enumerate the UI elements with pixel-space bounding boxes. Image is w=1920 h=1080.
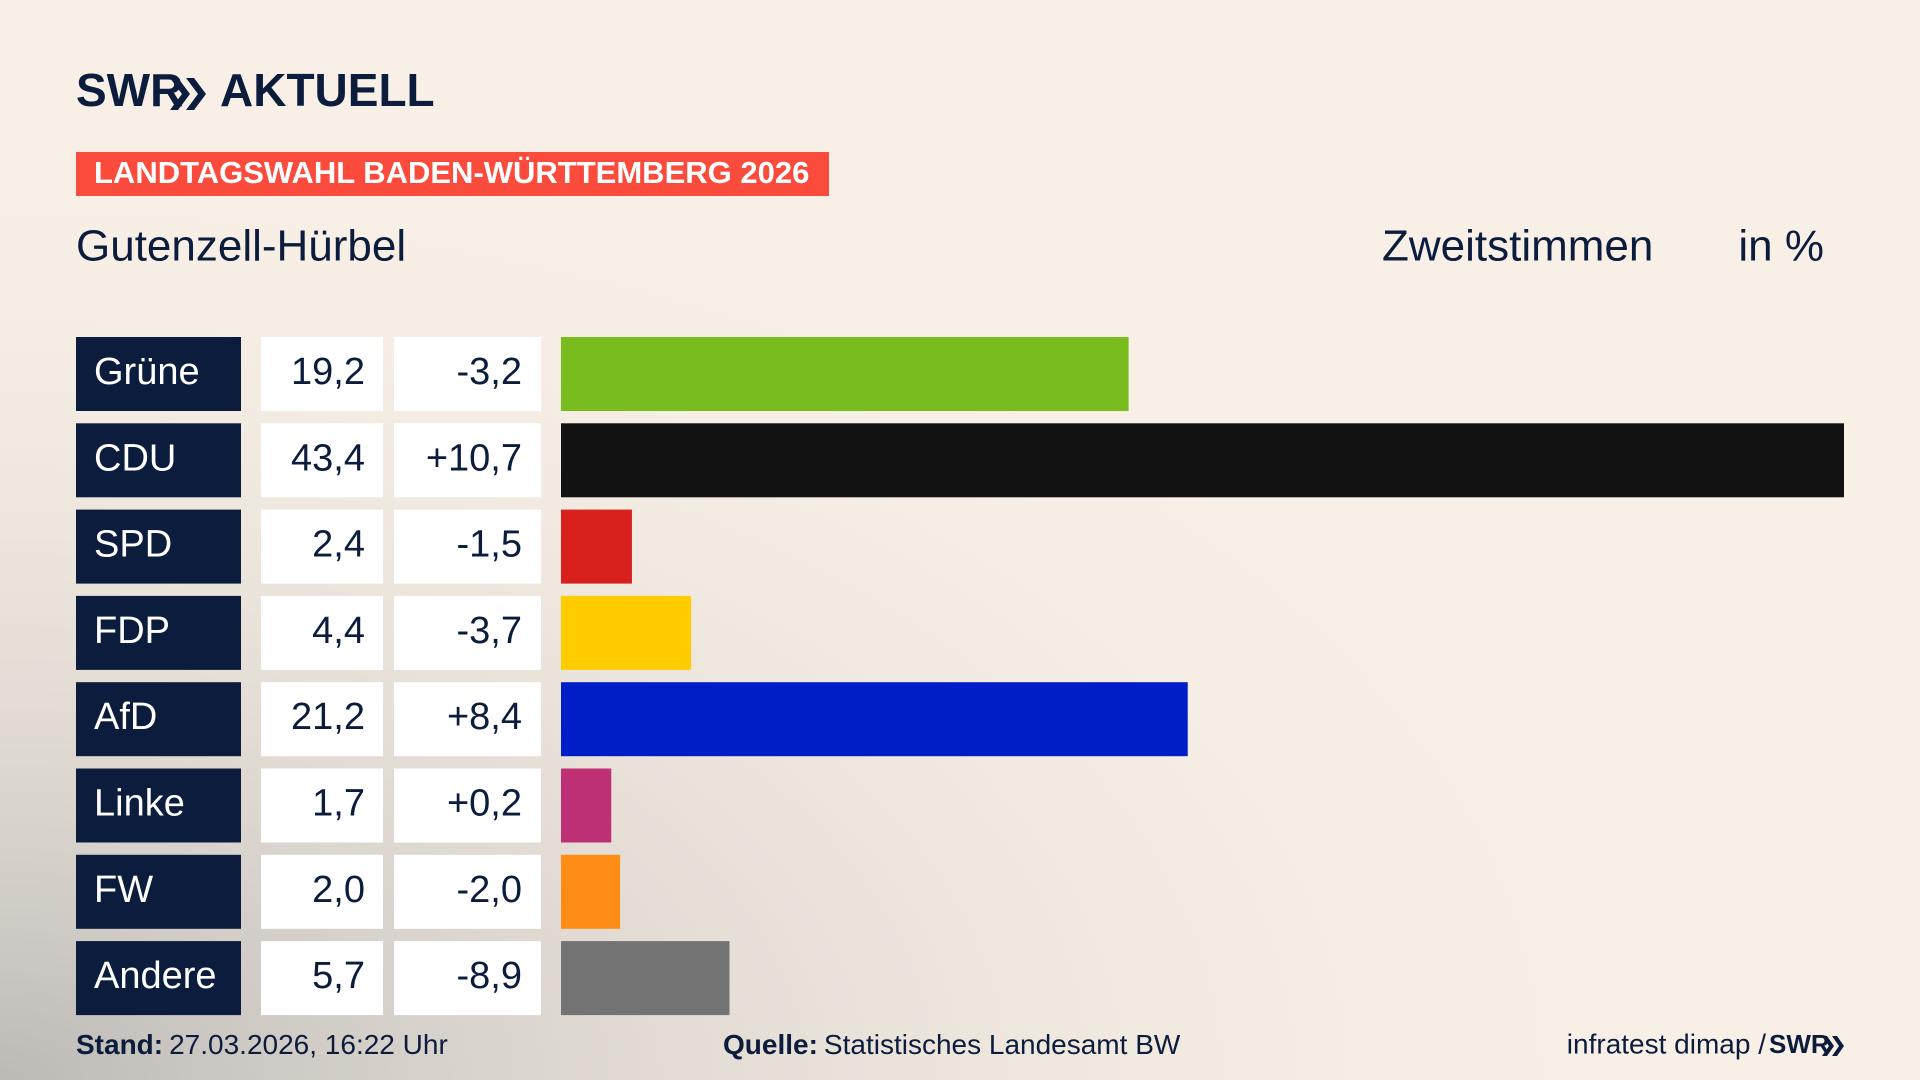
value-label: 2,4 [312, 524, 365, 566]
bar [561, 595, 692, 670]
change-label: +10,7 [426, 437, 522, 479]
stand: Stand: 27.03.2026, 16:22 Uhr [76, 1029, 448, 1060]
change-label: -3,2 [457, 351, 522, 393]
value-label: 43,4 [291, 437, 365, 479]
change-label: -2,0 [457, 869, 522, 911]
party-label: Grüne [94, 351, 200, 393]
bar [561, 423, 1844, 498]
source-label: Quelle: [723, 1029, 818, 1060]
value-box [261, 423, 383, 498]
change-box [394, 768, 541, 843]
bar [561, 509, 632, 584]
change-label: -3,7 [457, 610, 522, 652]
change-box [394, 423, 541, 498]
party-label: FDP [94, 610, 170, 652]
party-box [76, 423, 241, 498]
value-box [261, 854, 383, 929]
party-label: Linke [94, 783, 185, 825]
change-box [394, 595, 541, 670]
party-box [76, 768, 241, 843]
value-label: 19,2 [291, 351, 365, 393]
party-label: SPD [94, 524, 172, 566]
stand-label: Stand: [76, 1029, 163, 1060]
value-box [261, 682, 383, 757]
value-box [261, 941, 383, 1016]
bar [561, 337, 1129, 411]
value-box [261, 337, 383, 411]
logo-brand: SWR [76, 64, 183, 116]
value-box [261, 509, 383, 584]
bar [561, 941, 730, 1016]
party-box [76, 509, 241, 584]
chart-title: Gutenzell-Hürbel [76, 222, 406, 271]
party-label: Andere [94, 955, 217, 997]
kicker-band [76, 152, 829, 196]
bar [561, 682, 1188, 757]
party-label: CDU [94, 437, 176, 479]
change-box [394, 941, 541, 1016]
party-box [76, 595, 241, 670]
change-box [394, 854, 541, 929]
change-label: -8,9 [457, 955, 522, 997]
change-label: +8,4 [447, 696, 522, 738]
kicker: LANDTAGSWAHL BADEN-WÜRTTEMBERG 2026 [94, 155, 809, 190]
value-label: 4,4 [312, 610, 365, 652]
bar [561, 854, 621, 929]
change-label: -1,5 [457, 524, 522, 566]
party-label: FW [94, 869, 153, 911]
bar [561, 768, 612, 843]
measure: Zweitstimmen [1382, 222, 1653, 271]
source: Quelle: Statistisches Landesamt BW [723, 1029, 1181, 1060]
party-box [76, 337, 241, 411]
party-box [76, 941, 241, 1016]
logo-name: AKTUELL [220, 64, 435, 116]
source-value: Statistisches Landesamt BW [824, 1029, 1181, 1060]
logo-chevrons [170, 78, 206, 110]
credit-chevrons [1822, 1036, 1844, 1056]
change-box [394, 337, 541, 411]
party-box [76, 854, 241, 929]
change-box [394, 682, 541, 757]
value-label: 2,0 [312, 869, 365, 911]
value-label: 21,2 [291, 696, 365, 738]
party-label: AfD [94, 696, 157, 738]
credit-brand: SWR [1769, 1029, 1830, 1059]
value-box [261, 768, 383, 843]
value-label: 5,7 [312, 955, 365, 997]
change-box [394, 509, 541, 584]
value-label: 1,7 [312, 783, 365, 825]
party-box [76, 682, 241, 757]
stand-value: 27.03.2026, 16:22 Uhr [169, 1029, 448, 1060]
change-label: +0,2 [447, 783, 522, 825]
value-box [261, 595, 383, 670]
unit: in % [1738, 222, 1824, 271]
credit: infratest dimap / [1567, 1028, 1766, 1059]
